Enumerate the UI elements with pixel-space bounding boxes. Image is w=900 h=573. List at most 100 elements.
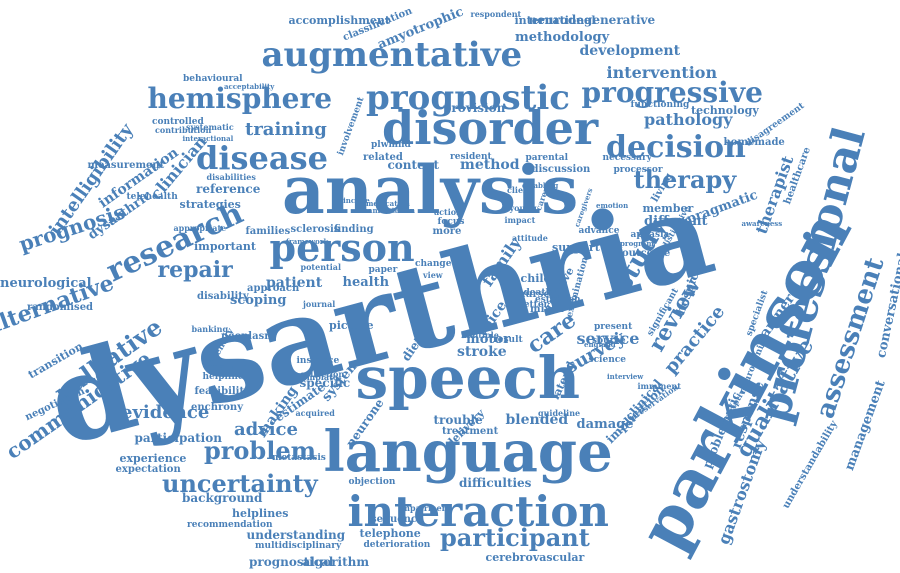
cloud-word-discussion: discussion [531,164,591,175]
cloud-word-functioning: functioning [630,99,690,110]
cloud-word-participant: participant [440,523,590,552]
cloud-word-metastasis: metastasis [272,452,326,463]
cloud-word-augmentative: augmentative [261,35,523,75]
cloud-word-mixed: mixed [530,304,564,315]
cloud-word-methodology: methodology [515,29,610,45]
cloud-word-analytic: analytic [207,362,247,373]
cloud-word-controlled: controlled [152,116,204,127]
cloud-word-medication: medication [366,198,410,208]
cloud-word-technology: technology [691,103,759,117]
cloud-word-decision: decision [606,130,746,165]
cloud-word-reference: reference [196,182,261,196]
cloud-word-multidisciplinary: multidisciplinary [255,540,342,551]
cloud-word-feasibility: feasibility [194,386,250,397]
cloud-word-motor: motor [466,331,510,347]
cloud-word-paper: paper [368,264,398,275]
cloud-word-patient: patient [266,275,323,291]
cloud-word-present: present [594,321,633,332]
cloud-word-speech: speech [355,344,581,412]
cloud-word-interactional: interactional [182,133,234,143]
cloud-word-impairment: impairment [398,503,452,513]
cloud-word-service: service [576,329,640,348]
cloud-word-disabilities: disabilities [206,172,256,182]
cloud-word-analysis: analysis [282,151,579,229]
cloud-word-systematic: systematic [186,122,234,132]
cloud-word-child: child [520,271,552,285]
cloud-word-change: change [415,258,452,269]
cloud-word-problem: problem [204,436,316,465]
cloud-word-interview: interview [607,371,644,381]
cloud-word-awareness: awareness [741,218,783,228]
cloud-word-action: action [434,207,462,217]
cloud-word-neurodegenerative: neurodegenerative [528,13,656,27]
cloud-word-advice: advice [234,419,298,440]
cloud-word-disease: disease [196,139,329,177]
cloud-word-training: training [245,119,327,140]
cloud-word-specific: specific [299,376,351,390]
cloud-word-view: view [423,270,443,280]
cloud-word-content: content [387,158,439,172]
cloud-word-england: england [584,339,616,349]
cloud-word-program: program [620,238,654,248]
cloud-word-framework: framework [286,236,329,246]
cloud-word-development: development [579,43,681,59]
cloud-word-homemade: homemade [723,137,785,148]
cloud-word-necessary: necessary [602,152,652,163]
cloud-word-client: client [507,185,533,195]
cloud-word-plwmnd: plwmnd [371,139,411,150]
cloud-word-disorder: disorder [382,101,599,155]
cloud-word-attitude: attitude [512,233,548,243]
cloud-word-aphasia: aphasia [630,229,670,240]
cloud-word-expectation: expectation [115,464,181,475]
cloud-word-evidence: evidence [121,402,210,423]
cloud-word-provision: provision [443,101,506,115]
cloud-word-instance: instance [296,355,340,366]
cloud-word-person: person [269,225,415,270]
cloud-word-respondent: respondent [470,9,522,19]
cloud-word-journal: journal [303,299,336,309]
cloud-word-progressive: progressive [581,76,763,109]
cloud-word-neoplasm: neoplasm [221,331,275,342]
cloud-word-outcome: outcome [622,248,671,259]
cloud-word-blended: blended [505,412,569,428]
cloud-word-result: result [493,334,523,345]
cloud-word-therapy: therapy [633,165,737,194]
cloud-word-imminent: imminent [637,381,681,391]
cloud-word-disabling: disabling [522,180,559,190]
cloud-word-understandability: understandability [780,418,840,511]
cloud-word-behavioural: behavioural [183,73,243,84]
cloud-word-young: young [509,203,537,213]
cloud-word-language: language [323,419,613,485]
cloud-word-management: management [841,377,889,473]
cloud-word-guideline: guideline [538,408,581,418]
cloud-word-better: better [517,299,549,310]
cloud-word-experience: experience [119,451,187,465]
cloud-word-sclerosis: sclerosis [290,224,340,235]
cloud-word-science: science [588,354,626,365]
cloud-word-acquired: acquired [295,408,335,418]
cloud-word-sequence: sequence [371,514,424,525]
cloud-word-recommendation: recommendation [187,519,273,530]
cloud-word-objection: objection [348,476,396,487]
cloud-word-measurement: measurement [87,160,165,171]
cloud-word-helpline: helpline [202,371,244,382]
cloud-word-understanding: understanding [246,528,346,542]
cloud-word-accomplishment: accomplishment [288,13,390,27]
cloud-word-approach: approach [247,283,300,294]
cloud-word-collection: collection [300,369,345,379]
cloud-word-contribution: contribution [155,125,212,135]
cloud-word-acceptability: acceptability [224,81,275,91]
cloud-word-interaction: interaction [347,487,609,536]
cloud-word-hemisphere: hemisphere [147,82,333,115]
cloud-word-repair: repair [157,257,233,283]
cloud-word-source: source [592,335,626,346]
cloud-word-resident: resident [450,151,492,162]
cloud-word-parental: parental [525,152,569,163]
cloud-word-damage: damage [576,416,634,432]
cloud-word-prognostical: prognostical [249,555,334,569]
cloud-word-potential: potential [300,262,342,272]
cloud-word-different: different [644,213,708,229]
cloud-word-establish: establish [535,294,581,305]
cloud-word-helplines: helplines [232,506,289,520]
